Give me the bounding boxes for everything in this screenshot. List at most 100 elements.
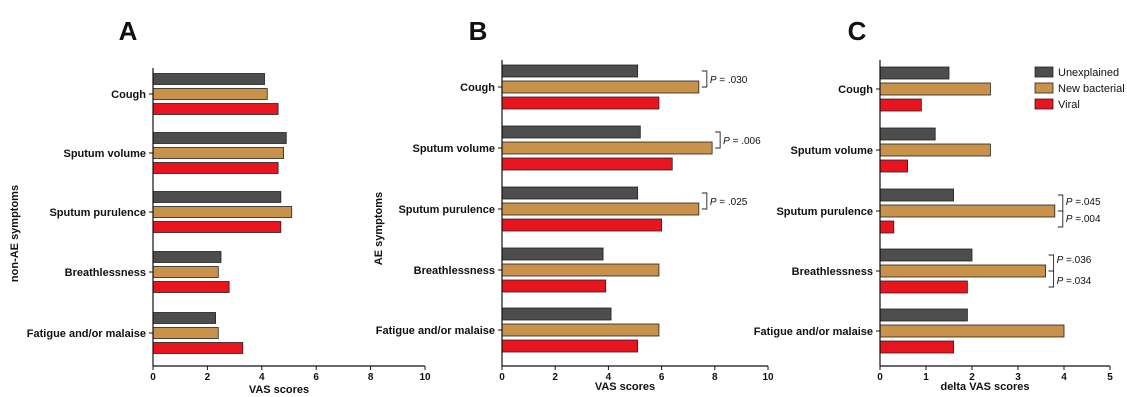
bar-sputum-purulence-unexplained <box>152 191 282 203</box>
legend-swatch-new-bacterial <box>1034 82 1054 94</box>
legend-label-viral: Viral <box>1058 99 1080 111</box>
x-tick-label: 8 <box>368 372 374 383</box>
p-value-label: P =.004 <box>1066 214 1101 225</box>
bar-fatigue-and-or-malaise-unexplained <box>879 308 968 322</box>
bar-sputum-volume-unexplained <box>152 132 287 144</box>
x-tick-label: 2 <box>552 372 558 383</box>
bar-breathlessness-unexplained <box>152 251 222 263</box>
panel-letter: B <box>469 16 488 46</box>
p-value-label: P =.034 <box>1057 276 1092 287</box>
significance-bracket <box>1057 194 1064 212</box>
bar-sputum-purulence-viral <box>501 218 663 232</box>
x-tick-label: 4 <box>606 372 612 383</box>
panel-b: B Cough Sputum volume Sputum purulence Breat… <box>373 16 774 393</box>
panel-letter: A <box>119 16 138 46</box>
bar-breathlessness-viral <box>879 280 968 294</box>
bar-breathlessness-unexplained <box>879 248 973 262</box>
x-tick-label: 4 <box>1061 372 1067 383</box>
bar-cough-new-bacterial <box>879 82 991 96</box>
bar-cough-viral <box>152 103 279 115</box>
bar-sputum-volume-new-bacterial <box>879 143 991 157</box>
bar-sputum-volume-unexplained <box>501 125 641 139</box>
y-axis-title: non-AE symptoms <box>9 185 21 282</box>
significance-bracket <box>701 192 708 210</box>
p-value-label: P =.045 <box>1066 197 1101 208</box>
bar-cough-viral <box>501 96 660 110</box>
bar-sputum-volume-viral <box>879 159 909 173</box>
bar-fatigue-and-or-malaise-viral <box>152 342 244 354</box>
p-value-label: P = .030 <box>710 75 748 86</box>
significance-bracket <box>1048 270 1055 288</box>
bar-sputum-volume-viral <box>501 157 673 171</box>
x-tick-label: 4 <box>259 372 265 383</box>
category-label: Cough <box>838 84 873 96</box>
bar-sputum-purulence-new-bacterial <box>501 202 700 216</box>
bar-fatigue-and-or-malaise-viral <box>879 340 954 354</box>
bar-breathlessness-viral <box>152 281 230 293</box>
panel-a: A Cough Sputum volume Sputum purulence Breat… <box>9 16 431 396</box>
x-tick-label: 0 <box>499 372 505 383</box>
bar-breathlessness-new-bacterial <box>152 266 219 278</box>
p-value-label: P = .025 <box>710 197 748 208</box>
category-label: Fatigue and/or malaise <box>376 325 495 337</box>
x-tick-label: 6 <box>313 372 319 383</box>
x-tick-label: 8 <box>712 372 718 383</box>
bar-cough-new-bacterial <box>152 88 268 100</box>
p-value-label: P =.036 <box>1057 255 1092 266</box>
x-tick-label: 0 <box>877 372 883 383</box>
x-axis-title: delta VAS scores <box>940 381 1029 393</box>
p-value-label: P = .006 <box>723 136 761 147</box>
bar-cough-new-bacterial <box>501 80 700 94</box>
bar-sputum-volume-unexplained <box>879 127 936 141</box>
x-tick-label: 0 <box>150 372 156 383</box>
bar-fatigue-and-or-malaise-new-bacterial <box>501 323 660 337</box>
significance-bracket <box>715 131 721 149</box>
bar-fatigue-and-or-malaise-new-bacterial <box>152 327 219 339</box>
legend-label-unexplained: Unexplained <box>1058 67 1119 79</box>
x-axis-title: VAS scores <box>249 384 309 396</box>
bar-sputum-purulence-unexplained <box>879 188 954 202</box>
x-tick-label: 10 <box>419 372 431 383</box>
bar-sputum-purulence-viral <box>152 221 282 233</box>
significance-bracket <box>701 70 708 88</box>
bar-fatigue-and-or-malaise-new-bacterial <box>879 324 1065 338</box>
bar-fatigue-and-or-malaise-unexplained <box>501 307 612 321</box>
x-tick-label: 5 <box>1107 372 1113 383</box>
bar-fatigue-and-or-malaise-viral <box>501 339 639 353</box>
bar-sputum-volume-new-bacterial <box>152 147 284 159</box>
category-label: Cough <box>460 82 495 94</box>
category-label: Breathlessness <box>414 265 495 277</box>
category-label: Sputum volume <box>790 145 873 157</box>
bar-breathlessness-new-bacterial <box>879 264 1047 278</box>
significance-bracket <box>1057 210 1064 228</box>
bar-cough-unexplained <box>501 64 639 78</box>
panel-c: C Cough Sputum volume Sputum purulence Breat… <box>754 16 1113 393</box>
x-axis-title: VAS scores <box>595 381 655 393</box>
panel-letter: C <box>848 16 867 46</box>
legend-swatch-viral <box>1034 98 1054 110</box>
category-label: Fatigue and/or malaise <box>754 326 873 338</box>
x-tick-label: 2 <box>969 372 975 383</box>
x-tick-label: 3 <box>1015 372 1021 383</box>
bar-sputum-volume-new-bacterial <box>501 141 713 155</box>
y-axis-title: AE symptoms <box>373 192 385 265</box>
bar-sputum-purulence-new-bacterial <box>879 204 1056 218</box>
bar-sputum-purulence-viral <box>879 220 895 234</box>
category-label: Cough <box>111 89 146 101</box>
x-tick-label: 10 <box>762 372 774 383</box>
category-label: Sputum volume <box>63 148 146 160</box>
bar-breathlessness-viral <box>501 279 607 293</box>
significance-bracket <box>1048 254 1055 272</box>
category-label: Sputum purulence <box>49 207 146 219</box>
x-tick-label: 1 <box>923 372 929 383</box>
bar-cough-unexplained <box>152 73 265 85</box>
category-label: Fatigue and/or malaise <box>27 328 146 340</box>
category-label: Sputum purulence <box>776 206 873 218</box>
legend-swatch-unexplained <box>1034 66 1054 78</box>
bar-cough-unexplained <box>879 66 950 80</box>
bar-fatigue-and-or-malaise-unexplained <box>152 312 216 324</box>
bar-sputum-purulence-new-bacterial <box>152 206 293 218</box>
category-label: Sputum volume <box>412 143 495 155</box>
bar-breathlessness-unexplained <box>501 247 604 261</box>
